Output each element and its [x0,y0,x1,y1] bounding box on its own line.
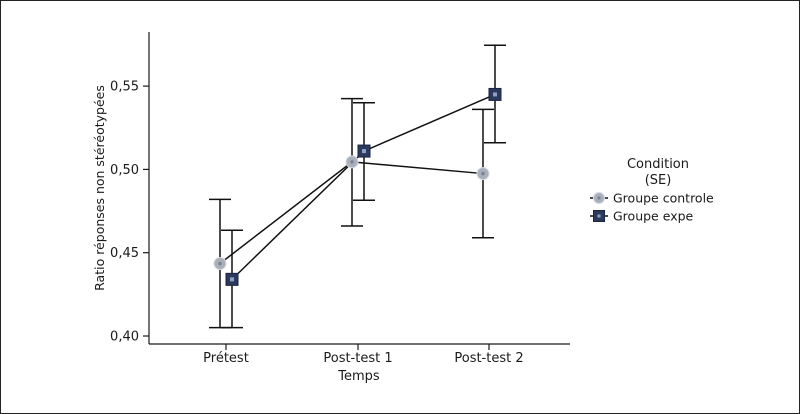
y-tick-label: 0,45 [110,246,139,261]
legend-marker-dot [597,196,601,200]
data-point-dot [218,261,222,266]
data-point-dot [350,160,354,164]
data-point-dot [481,171,485,176]
legend-label: Groupe controle [613,191,714,206]
legend-subtitle: (SE) [645,173,672,188]
y-tick-label: 0,55 [110,80,139,95]
y-tick-label: 0,50 [110,163,139,178]
x-tick-label: Post-test 2 [454,351,523,366]
legend: Condition (SE) Groupe controle Groupe exp… [590,157,714,224]
legend-title: Condition [627,157,689,172]
x-axis-title: Temps [337,369,380,384]
data-point-dot [493,92,497,97]
data-point-dot [362,149,366,154]
y-tick-label: 0,40 [110,330,139,345]
y-axis-title: Ratio réponses non stéréotypées [92,85,107,291]
x-tick-label: Post-test 1 [323,351,392,366]
legend-marker-dot [597,214,601,218]
legend-label: Groupe expe [613,209,694,224]
x-tick-label: Prétest [203,351,249,366]
data-point-dot [230,277,234,282]
